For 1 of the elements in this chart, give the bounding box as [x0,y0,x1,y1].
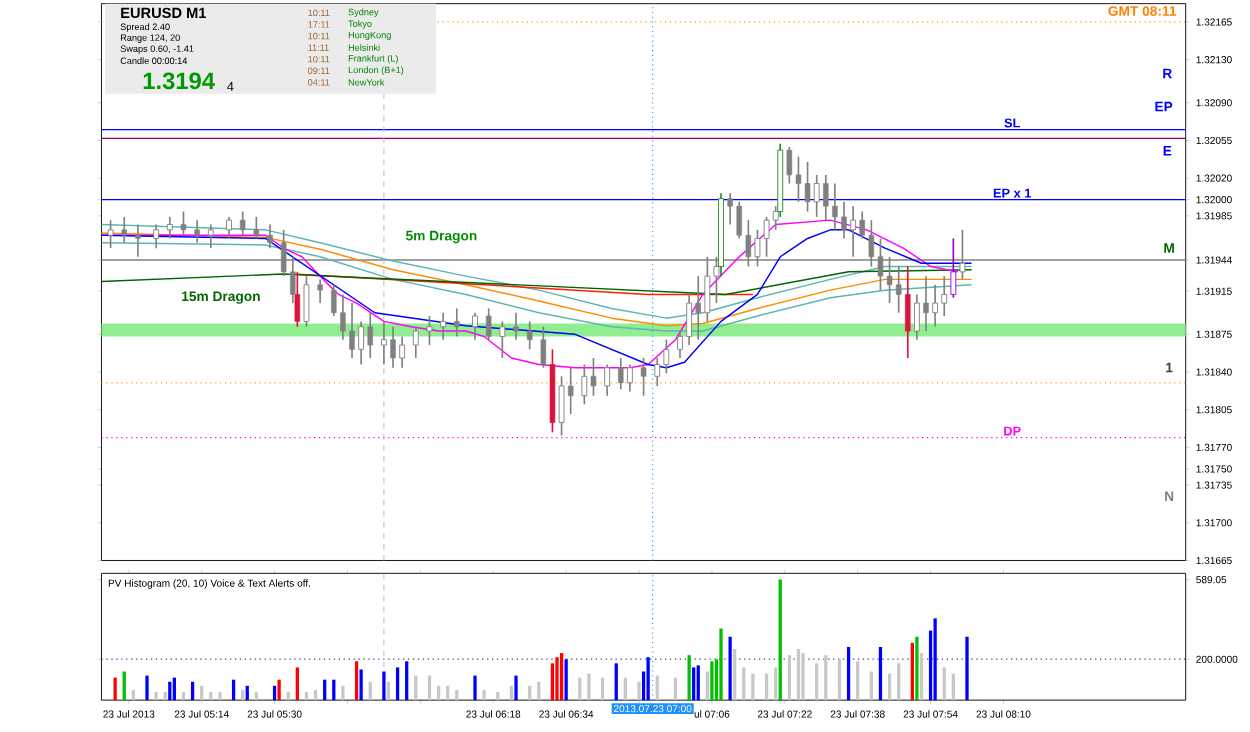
annotation: 1.3194 [143,72,215,90]
